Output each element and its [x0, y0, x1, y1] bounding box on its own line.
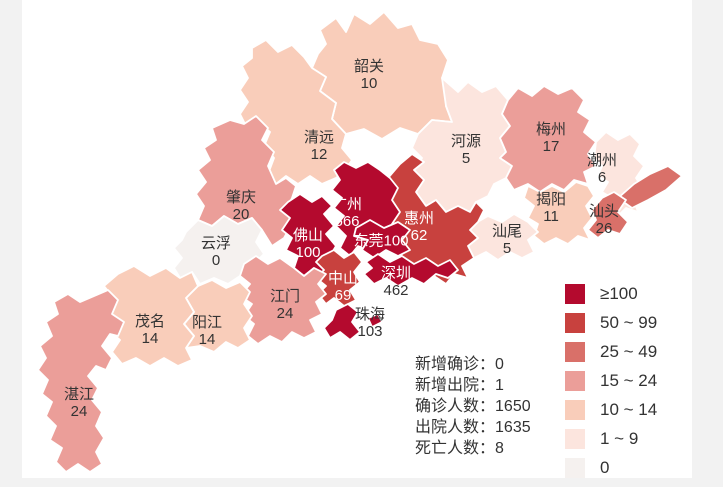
stat-line: 新增确诊：0: [415, 354, 531, 375]
legend-label: 15 ~ 24: [600, 371, 658, 390]
region-shantou[interactable]: [587, 191, 629, 239]
stat-value: 1: [495, 377, 504, 394]
legend-swatch: [565, 342, 585, 362]
legend-swatch: [565, 400, 585, 420]
stat-line: 出院人数：1635: [415, 417, 531, 438]
stat-label: 新增出院: [415, 377, 480, 394]
region-shenzhen[interactable]: [363, 253, 459, 287]
stat-separator: ：: [479, 440, 496, 457]
stat-line: 新增出院：1: [415, 375, 531, 396]
legend-item-50-99[interactable]: 50 ~ 99: [565, 313, 657, 333]
stat-label: 新增确诊: [415, 356, 480, 373]
legend-swatch: [565, 284, 585, 304]
region-jieyang[interactable]: [523, 181, 595, 245]
legend-item-1-9[interactable]: 1 ~ 9: [565, 429, 657, 449]
legend-label: 50 ~ 99: [600, 313, 658, 332]
region-jiangmen[interactable]: [239, 255, 327, 345]
stat-separator: ：: [479, 419, 496, 436]
stat-label: 确诊人数: [415, 398, 480, 415]
legend-item-25-49[interactable]: 25 ~ 49: [565, 342, 657, 362]
stat-separator: ：: [479, 398, 496, 415]
stat-value: 8: [495, 440, 504, 457]
legend-swatch: [565, 429, 585, 449]
region-meizhou[interactable]: [499, 85, 597, 193]
legend-label: 25 ~ 49: [600, 342, 658, 361]
region-shantou-nanao[interactable]: [617, 165, 683, 209]
legend-swatch: [565, 371, 585, 391]
region-zhanjiang[interactable]: [37, 289, 125, 473]
legend-swatch: [565, 313, 585, 333]
legend-item-15-24[interactable]: 15 ~ 24: [565, 371, 657, 391]
legend-item-10-14[interactable]: 10 ~ 14: [565, 400, 657, 420]
region-dongguan[interactable]: [353, 219, 411, 259]
stat-value: 0: [495, 356, 504, 373]
legend-item-0[interactable]: 0: [565, 458, 657, 478]
region-maoming[interactable]: [103, 265, 199, 367]
legend-item-gte100[interactable]: ≥100: [565, 284, 657, 304]
legend-label: 0: [600, 458, 610, 477]
region-zhuhai[interactable]: [323, 303, 361, 341]
stat-line: 确诊人数：1650: [415, 396, 531, 417]
stat-label: 死亡人数: [415, 440, 480, 457]
legend-swatch: [565, 458, 585, 478]
stat-value: 1650: [495, 398, 531, 415]
legend-label: ≥100: [600, 284, 638, 303]
legend-label: 1 ~ 9: [600, 429, 639, 448]
legend-label: 10 ~ 14: [600, 400, 658, 419]
stat-separator: ：: [479, 377, 496, 394]
region-zhaoqing[interactable]: [195, 115, 297, 247]
stats-panel: 新增确诊：0 新增出院：1 确诊人数：1650 出院人数：1635 死亡人数：8: [415, 354, 531, 459]
stat-separator: ：: [479, 356, 496, 373]
region-zhuhai-islet[interactable]: [367, 313, 383, 328]
stat-label: 出院人数: [415, 419, 480, 436]
stat-line: 死亡人数：8: [415, 438, 531, 459]
legend: ≥100 50 ~ 99 25 ~ 49 15 ~ 24 10 ~ 14 1 ~ 9 0: [565, 284, 657, 487]
stat-value: 1635: [495, 419, 531, 436]
